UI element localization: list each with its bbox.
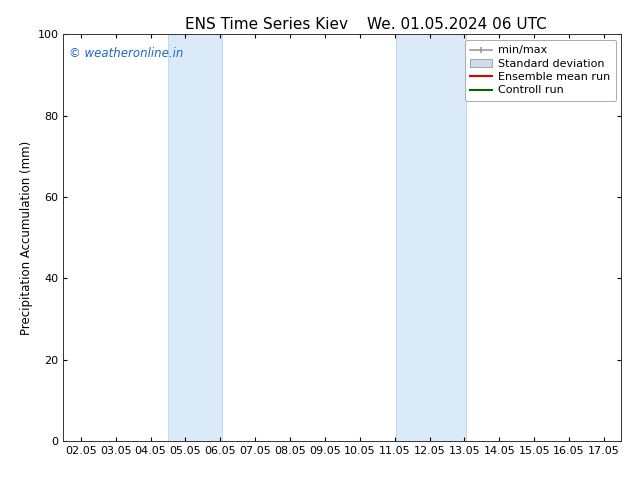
Text: ENS Time Series Kiev: ENS Time Series Kiev — [184, 17, 348, 32]
Bar — [168, 34, 222, 441]
Legend: min/max, Standard deviation, Ensemble mean run, Controll run: min/max, Standard deviation, Ensemble me… — [465, 40, 616, 101]
Y-axis label: Precipitation Accumulation (mm): Precipitation Accumulation (mm) — [20, 141, 34, 335]
Text: © weatheronline.in: © weatheronline.in — [69, 47, 183, 59]
Text: We. 01.05.2024 06 UTC: We. 01.05.2024 06 UTC — [366, 17, 547, 32]
Bar — [396, 34, 466, 441]
